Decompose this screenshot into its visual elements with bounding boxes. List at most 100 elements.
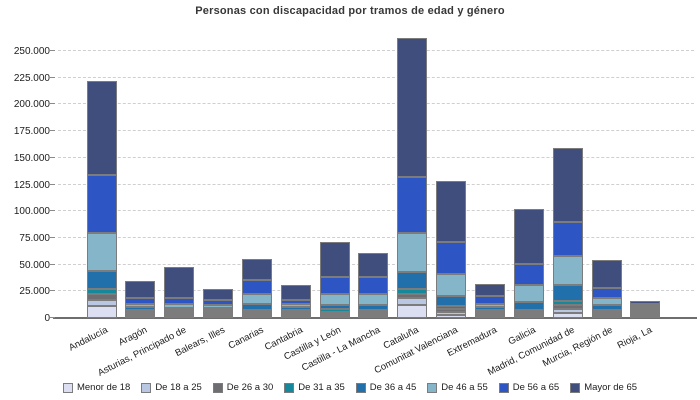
gridline	[58, 210, 694, 212]
gridline	[58, 103, 694, 105]
bar-segment	[591, 310, 622, 312]
y-axis-tick	[50, 317, 55, 318]
bar-segment	[358, 253, 389, 277]
bar-segment	[241, 312, 272, 314]
legend-item: De 46 a 55	[427, 382, 488, 393]
y-axis-tick	[50, 76, 55, 78]
legend-item: De 31 a 35	[284, 382, 345, 393]
bar-segment	[436, 306, 467, 309]
bar-segment	[280, 285, 311, 300]
bar-segment	[86, 289, 117, 294]
bar-segment	[125, 310, 156, 312]
legend-item: De 18 a 25	[141, 382, 202, 393]
bar-segment	[436, 242, 467, 274]
bar-segment	[241, 316, 272, 318]
bar-segment	[397, 289, 428, 294]
bar-segment	[319, 277, 350, 294]
x-axis-label: Murcia, Región de	[541, 324, 616, 370]
bar-segment	[125, 312, 156, 314]
y-tick-label: 125.000	[13, 179, 50, 191]
y-axis-tick	[50, 50, 55, 51]
bar-segment	[630, 304, 661, 306]
bar-segment	[319, 316, 350, 318]
bar-segment	[203, 310, 234, 312]
bar-segment	[358, 277, 389, 294]
legend-swatch	[212, 382, 223, 393]
bar-segment	[513, 316, 544, 318]
y-tick-label: 250.000	[13, 46, 50, 57]
bar-segment	[630, 314, 661, 316]
bar-segment	[591, 288, 622, 298]
y-axis-tick	[50, 236, 55, 238]
bar-15	[630, 301, 661, 318]
bar-segment	[397, 272, 428, 289]
y-tick-label: 175.000	[13, 126, 50, 138]
y-tick-label: 25.000	[19, 286, 50, 298]
bar-segment	[241, 294, 272, 304]
bar-segment	[164, 316, 195, 318]
bar-9	[397, 38, 428, 318]
bar-segment	[513, 314, 544, 316]
legend-label: De 31 a 35	[298, 382, 345, 393]
bar-segment	[125, 281, 156, 298]
y-tick-label: 150.000	[13, 152, 50, 164]
gridline	[58, 76, 694, 78]
bar-segment	[319, 312, 350, 314]
y-tick-label: 50.000	[19, 259, 50, 271]
bar-segment	[125, 316, 156, 318]
bar-segment	[241, 314, 272, 316]
bar-segment	[241, 259, 272, 280]
bar-segment	[203, 316, 234, 318]
bar-segment	[125, 314, 156, 316]
y-tick-label: 100.000	[13, 206, 50, 218]
bar-segment	[436, 315, 467, 318]
legend-item: De 26 a 30	[212, 382, 273, 393]
legend-item: De 56 a 65	[498, 382, 559, 393]
legend-swatch	[62, 382, 73, 393]
bar-segment	[241, 304, 272, 310]
legend-item: De 36 a 45	[355, 382, 416, 393]
bar-segment	[280, 307, 311, 310]
y-tick-label: 0	[44, 313, 50, 324]
bar-segment	[280, 300, 311, 304]
bar-segment	[552, 256, 583, 285]
bar-segment	[591, 314, 622, 316]
bar-5	[241, 259, 272, 318]
bar-segment	[164, 314, 195, 316]
bar-segment	[86, 81, 117, 175]
bar-segment	[552, 148, 583, 222]
bar-segment	[475, 284, 505, 296]
bar-segment	[513, 209, 544, 264]
y-axis-tick	[50, 130, 55, 132]
bar-segment	[280, 312, 311, 314]
bar-segment	[552, 305, 583, 309]
bar-segment	[397, 294, 428, 298]
bar-segment	[552, 301, 583, 305]
bar-segment	[630, 312, 661, 314]
bar-segment	[203, 305, 234, 308]
bar-segment	[358, 305, 389, 310]
legend-item: Menor de 18	[62, 382, 131, 393]
bar-7	[319, 242, 350, 318]
bar-segment	[241, 310, 272, 312]
x-axis-label: Rioja, La	[615, 324, 654, 352]
bar-segment	[513, 285, 544, 302]
bar-segment	[475, 310, 505, 312]
bar-11	[475, 284, 505, 318]
bar-segment	[591, 298, 622, 305]
x-axis-label: Andalucía	[67, 324, 110, 354]
bar-segment	[397, 177, 428, 233]
bar-14	[591, 260, 622, 318]
bar-segment	[164, 310, 195, 312]
legend-label: Menor de 18	[76, 382, 131, 393]
bar-segment	[86, 175, 117, 233]
bar-segment	[397, 233, 428, 272]
bar-segment	[552, 313, 583, 318]
bar-segment	[125, 307, 156, 310]
bar-segment	[630, 308, 661, 310]
bar-segment	[203, 300, 234, 305]
legend: Menor de 18 De 18 a 25 De 26 a 30 De 31 a 3…	[0, 382, 700, 393]
legend-swatch	[284, 382, 295, 393]
legend-item: Mayor de 65	[570, 382, 637, 393]
bar-segment	[319, 242, 350, 277]
